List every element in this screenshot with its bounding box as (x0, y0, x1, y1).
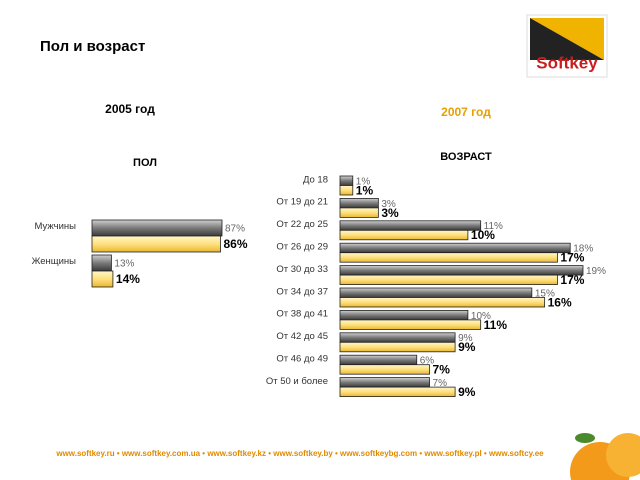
category-label: Мужчины (35, 221, 77, 232)
value-label: 16% (548, 295, 572, 309)
bar (339, 242, 571, 254)
bar (91, 219, 223, 237)
value-label: 9% (458, 340, 476, 354)
chart-subtitle: 2005 год (105, 102, 155, 116)
category-label: От 50 и более (266, 376, 328, 387)
bar (339, 185, 354, 196)
bar (339, 319, 482, 330)
decoration (570, 433, 640, 480)
bar (339, 377, 430, 388)
category-label: От 22 до 25 (276, 219, 328, 230)
value-label: 7% (433, 363, 451, 377)
value-label: 3% (381, 199, 396, 210)
category-label: От 46 до 49 (276, 354, 328, 365)
slide-title: Пол и возраст (40, 38, 145, 55)
value-label: 17% (560, 273, 584, 287)
value-label: 13% (114, 259, 134, 270)
value-label: 86% (224, 237, 248, 251)
logo: Softkey (526, 14, 608, 78)
category-label: От 26 до 29 (276, 242, 328, 253)
bar (339, 332, 456, 343)
bar (339, 309, 469, 321)
bar (339, 229, 469, 241)
chart-title: ПОЛ (133, 157, 157, 169)
chart-title: ВОЗРАСТ (440, 151, 492, 163)
value-label: 10% (471, 228, 495, 242)
value-label: 1% (356, 176, 371, 187)
bar (339, 354, 418, 366)
bar (339, 265, 584, 276)
value-label: 14% (116, 272, 140, 286)
value-label: 18% (573, 244, 593, 255)
category-label: От 42 до 45 (276, 331, 328, 342)
value-label: 19% (586, 266, 606, 277)
bar (339, 175, 354, 186)
bar (339, 220, 482, 231)
footer: www.softkey.ru • www.softkey.com.ua • ww… (55, 449, 544, 458)
value-label: 11% (484, 221, 503, 232)
bar (339, 252, 558, 263)
value-label: 9% (458, 333, 473, 344)
value-label: 11% (484, 318, 508, 332)
bar (339, 287, 533, 298)
value-label: 1% (356, 183, 374, 197)
bar (339, 386, 456, 398)
bar (91, 235, 221, 253)
value-label: 15% (535, 288, 555, 299)
value-label: 6% (420, 356, 435, 367)
value-label: 3% (381, 206, 399, 220)
bar (339, 364, 430, 375)
chart-subtitle: 2007 год (441, 105, 491, 119)
category-label: До 18 (303, 174, 328, 185)
value-label: 7% (433, 378, 448, 389)
bar (339, 207, 379, 218)
value-label: 87% (225, 224, 245, 235)
category-label: Женщины (32, 256, 77, 267)
value-label: 10% (471, 311, 491, 322)
bar (91, 254, 112, 272)
value-label: 9% (458, 385, 476, 399)
bar (339, 274, 558, 286)
category-label: От 38 до 41 (276, 309, 328, 320)
bar (339, 297, 546, 308)
category-label: От 30 до 33 (276, 264, 328, 275)
logo-text: Softkey (536, 53, 598, 72)
bar (339, 341, 456, 353)
category-label: От 19 до 21 (276, 197, 328, 208)
bar (339, 197, 379, 209)
bar (91, 270, 114, 288)
value-label: 17% (560, 251, 584, 265)
category-label: От 34 до 37 (276, 286, 328, 297)
